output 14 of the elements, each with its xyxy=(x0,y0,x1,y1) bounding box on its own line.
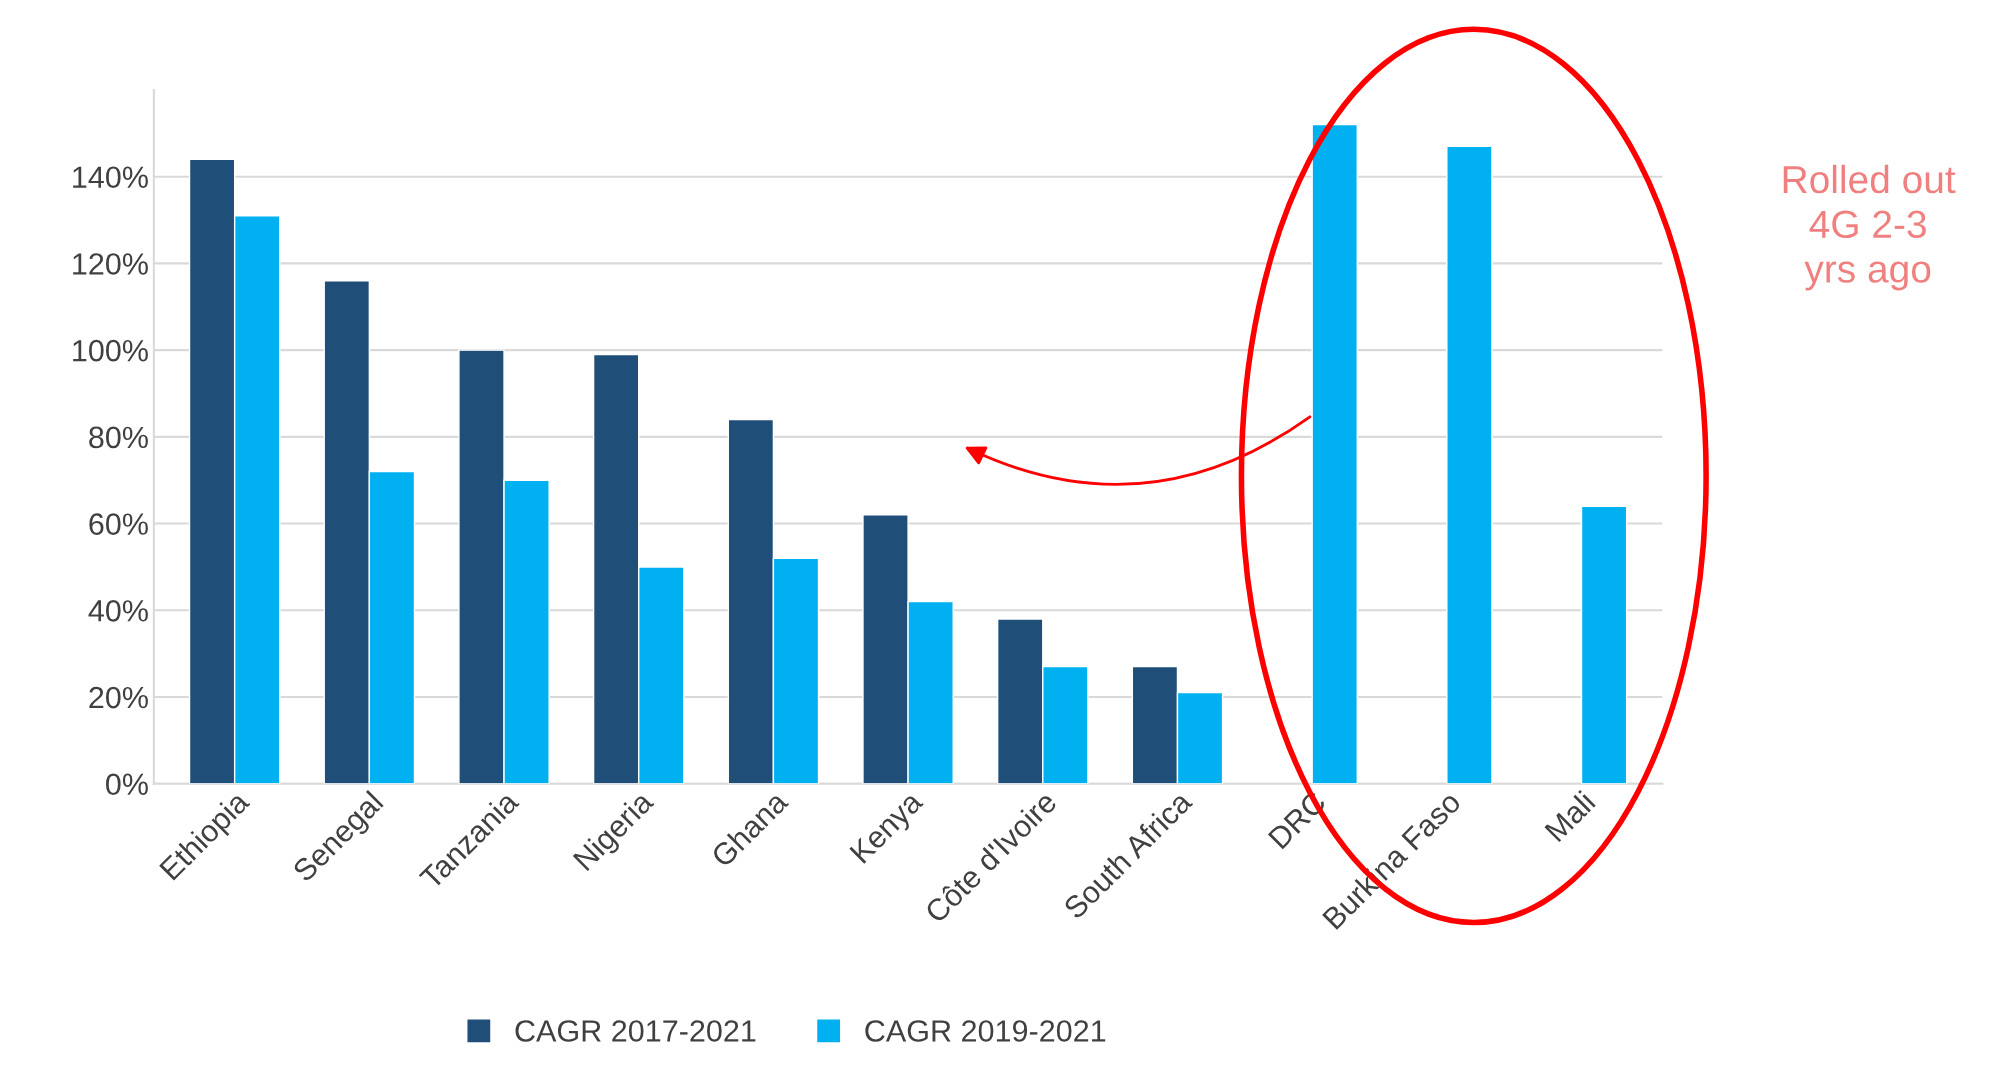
text: Rolled out 4G 2-3 yrs ago xyxy=(1783,164,1956,291)
bar xyxy=(1311,123,1358,784)
bar xyxy=(1446,145,1493,784)
bar xyxy=(1580,505,1628,784)
y-tick-label: 20% xyxy=(89,686,148,709)
legend-label: CAGR 2019-2021 xyxy=(865,1020,1106,1042)
legend-label: CAGR 2017-2021 xyxy=(515,1020,756,1042)
y-tick-label: 0% xyxy=(106,773,148,796)
y-tick-label: 40% xyxy=(88,600,148,622)
y-tick-label: 120% xyxy=(73,253,148,275)
y-tick-label: 100% xyxy=(73,339,148,362)
y-tick-label: 60% xyxy=(89,513,148,535)
y-tick-label: 140% xyxy=(73,166,148,189)
y-tick-label: 80% xyxy=(89,426,148,449)
